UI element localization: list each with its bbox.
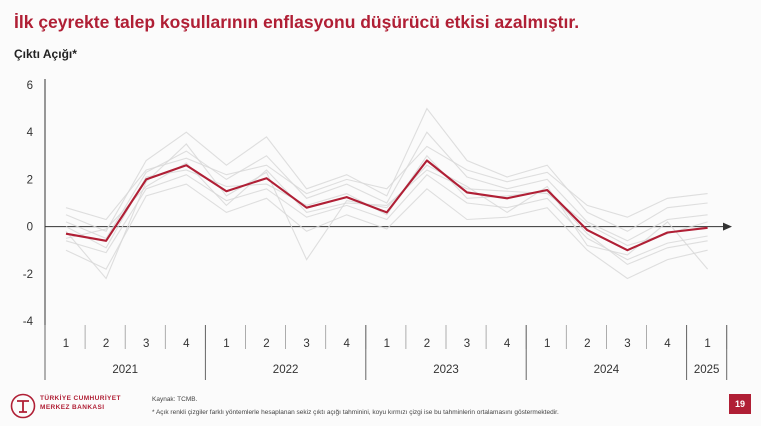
quarter-label: 2 [424,338,430,350]
quarter-label: 3 [303,338,309,350]
y-tick-label: 6 [27,80,33,92]
estimate-line-6 [65,143,709,280]
estimate-line-1 [65,131,708,242]
year-label: 2024 [594,364,620,376]
cbrt-logo-icon [10,393,36,419]
bank-name-line2: MERKEZ BANKASI [40,404,105,411]
quarter-label: 1 [704,338,710,350]
estimate-line-4 [65,183,708,280]
quarter-label: 4 [664,338,671,350]
quarter-label: 3 [464,338,470,350]
footnote: * Açık renkli çizgiler farklı yöntemlerl… [152,409,559,416]
quarter-label: 1 [223,338,229,350]
y-tick-label: 2 [27,174,33,186]
source-note: Kaynak: TCMB. [152,396,198,403]
page-number: 19 [729,394,751,414]
quarter-label: 1 [63,338,69,350]
mean-output-gap-line [65,159,708,252]
year-label: 2021 [112,364,138,376]
estimate-line-7 [65,154,708,266]
year-label: 2025 [694,364,720,376]
bank-name: TÜRKİYE CUMHURİYET MERKEZ BANKASI [40,394,121,412]
page-title: İlk çeyrekte talep koşullarının enflasyo… [14,12,580,32]
year-label: 2022 [273,364,299,376]
y-tick-label: 4 [27,127,34,139]
quarter-label: 2 [103,338,109,350]
quarter-label: 1 [544,338,550,350]
y-tick-label: 0 [27,222,33,234]
quarter-label: 1 [384,338,390,350]
y-axis-label: Çıktı Açığı* [14,47,77,61]
y-tick-label: -4 [23,316,34,328]
quarter-label: 3 [143,338,149,350]
quarter-label: 4 [183,338,190,350]
quarter-label: 4 [343,338,350,350]
quarter-label: 3 [624,338,630,350]
quarter-label: 4 [504,338,511,350]
estimate-line-3 [65,107,708,232]
bank-name-line1: TÜRKİYE CUMHURİYET [40,395,121,402]
estimate-line-5 [65,145,708,221]
year-label: 2023 [433,364,459,376]
x-axis-arrow-icon [723,222,732,231]
output-gap-chart: 6 4 2 0 -2 -4 1 2 3 4 1 2 3 4 1 2 3 4 1 2 3 4 1 2021 2022 2023 202… [23,79,732,380]
quarter-label: 2 [584,338,590,350]
quarter-label: 2 [263,338,269,350]
estimate-line-2 [65,173,708,261]
y-tick-label: -2 [23,269,33,281]
